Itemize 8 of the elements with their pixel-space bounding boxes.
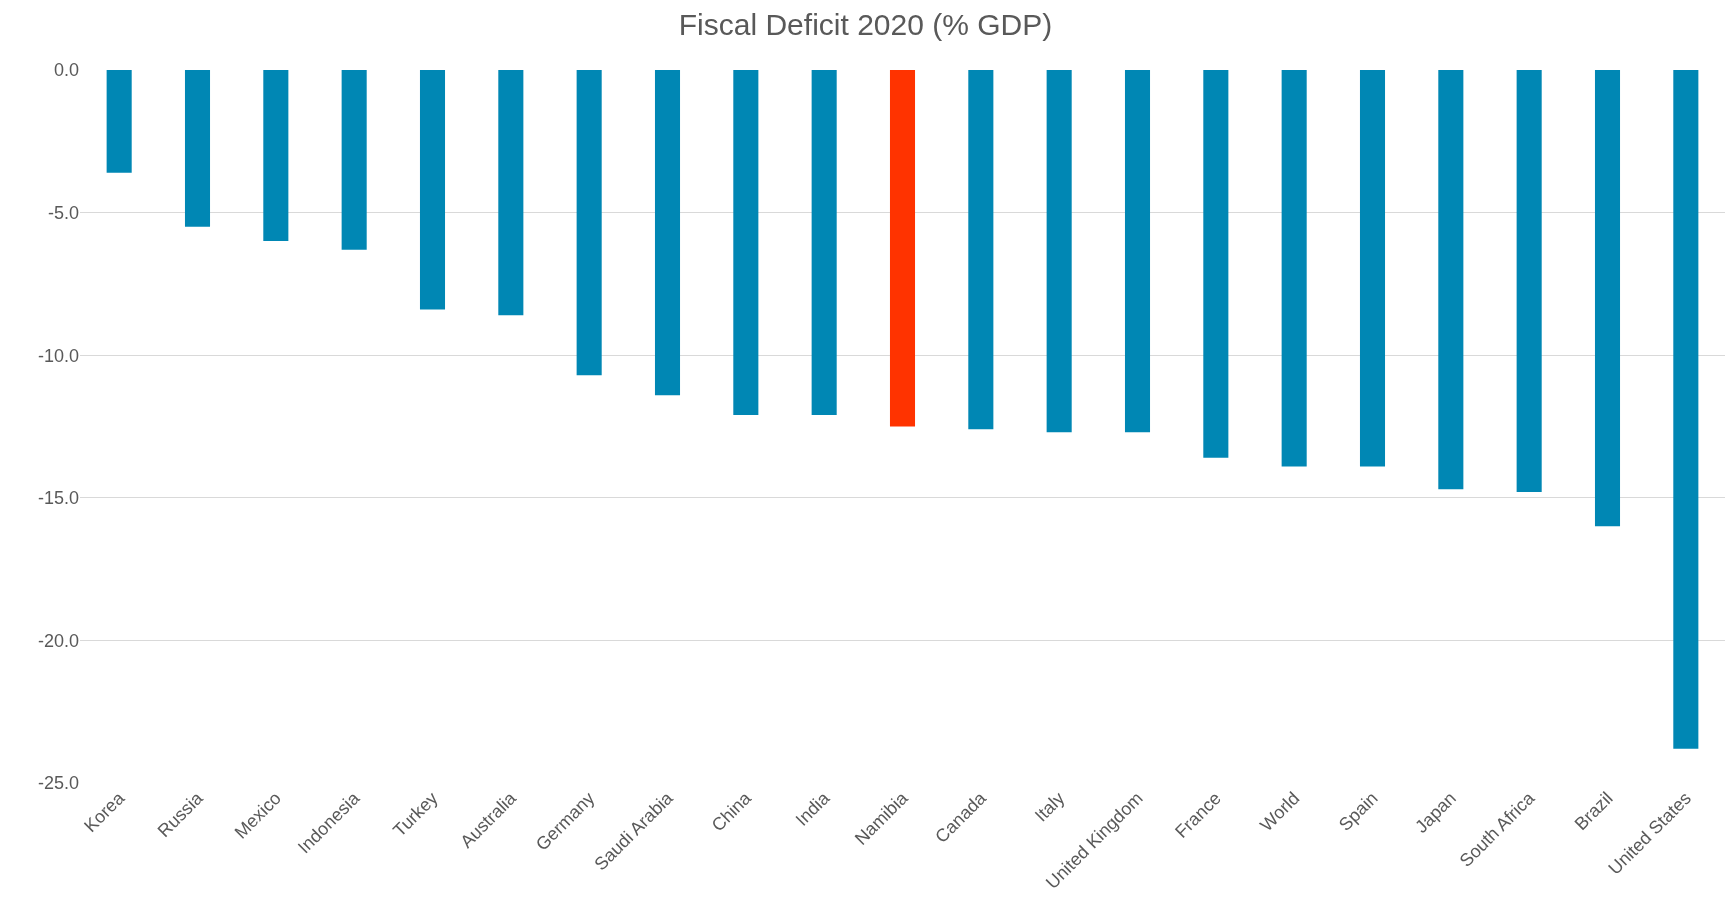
chart-title: Fiscal Deficit 2020 (% GDP) xyxy=(678,7,1053,41)
y-tick-label: -25.0 xyxy=(37,773,79,794)
y-tick-label: -5.0 xyxy=(47,202,79,223)
x-tick-label: Italy xyxy=(1030,788,1069,826)
y-tick-label: -15.0 xyxy=(37,488,79,509)
y-tick-label: -10.0 xyxy=(37,345,79,366)
y-tick-label: -20.0 xyxy=(37,630,79,651)
y-tick-label: 0.0 xyxy=(53,60,79,81)
